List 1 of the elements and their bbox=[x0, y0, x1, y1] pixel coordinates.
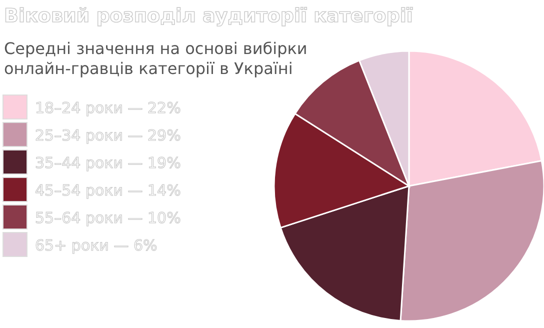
chart-subtitle: Середні значення на основі вибірки онлайн-гравців категорії в Україні bbox=[4, 39, 308, 78]
